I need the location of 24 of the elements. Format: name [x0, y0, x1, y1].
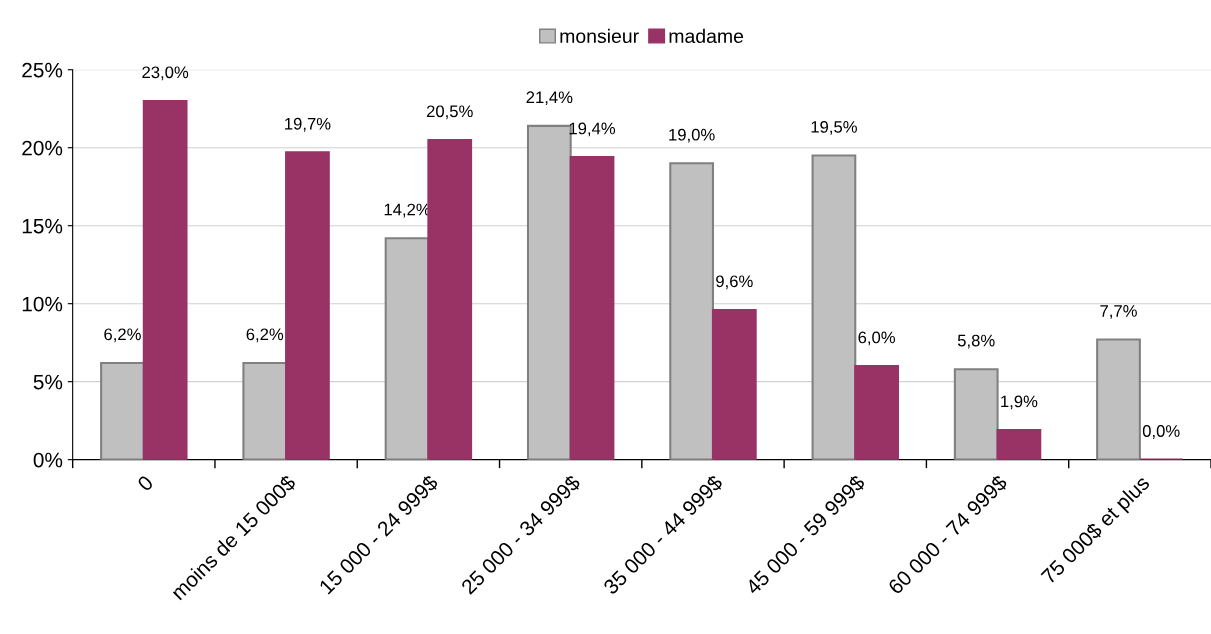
y-tick-label: 15%: [22, 218, 63, 234]
legend-label: monsieur: [560, 28, 639, 44]
data-label: 1,9%: [1001, 395, 1038, 410]
data-label: 19,0%: [669, 128, 715, 143]
data-label: 20,5%: [426, 105, 473, 120]
legend-label: madame: [669, 28, 744, 44]
data-label: 19,5%: [811, 120, 857, 135]
data-label: 9,6%: [716, 275, 753, 290]
data-label: 5,8%: [957, 334, 995, 349]
data-label: 19,7%: [285, 117, 331, 132]
data-label: 21,4%: [526, 91, 573, 106]
data-label: 0,0%: [1142, 425, 1180, 439]
y-tick-label: 5%: [33, 374, 63, 390]
y-tick-label: 0%: [33, 452, 63, 468]
y-tick-label: 10%: [22, 296, 63, 312]
data-label: 19,4%: [569, 122, 616, 137]
data-label: 6,0%: [858, 331, 896, 346]
y-tick-label: 20%: [22, 140, 63, 156]
data-label: 6,2%: [246, 328, 284, 343]
data-label: 6,2%: [104, 328, 141, 343]
data-label: 7,7%: [1100, 305, 1137, 319]
x-tick-label: 0: [136, 474, 155, 492]
y-tick-label: 25%: [22, 62, 63, 78]
data-label: 23,0%: [142, 66, 189, 81]
